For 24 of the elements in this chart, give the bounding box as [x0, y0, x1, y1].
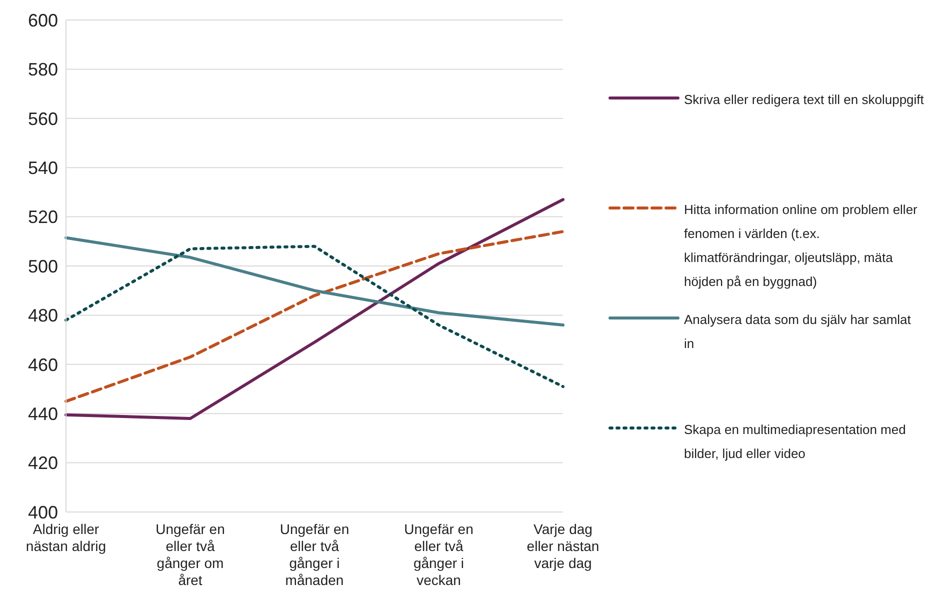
y-tick-label: 420 [28, 453, 58, 474]
y-tick-label: 480 [28, 306, 58, 326]
y-tick-label: 500 [28, 256, 58, 276]
y-tick-label: 460 [28, 354, 58, 375]
y-tick-label: 540 [28, 158, 58, 178]
line-series [64, 244, 564, 388]
text: Skapa en multimediapresentation med bilder, ljud eller video [684, 421, 907, 463]
y-tick-label: 440 [28, 404, 58, 424]
text: Skriva eller redigera text till en skoluppgift [684, 91, 924, 109]
x-tick-label: Ungefär en eller två gånger om året [156, 521, 225, 588]
text: Analysera data som du själv har samlat in [684, 311, 912, 353]
x-tick-label: Varje dag eller nästan varje dag [526, 521, 600, 571]
line-series [64, 230, 564, 403]
y-tick-label: 600 [28, 10, 58, 30]
line-series [64, 198, 564, 420]
line-series [64, 236, 564, 327]
y-tick-label: 400 [28, 502, 58, 522]
x-tick-label: Ungefär en eller två gånger i veckan [404, 521, 474, 588]
text: Hitta information online om problem eller fenomen i världen (t.ex. klimatförändringar, oljeutsläpp, mäta höjden på en byggnad) [684, 201, 918, 291]
y-tick-label: 580 [28, 60, 58, 80]
x-tick-label: Aldrig eller nästan aldrig [26, 521, 106, 554]
x-tick-label: Ungefär en eller två gånger i månaden [280, 521, 350, 588]
y-tick-label: 560 [28, 108, 58, 129]
y-tick-label: 520 [28, 207, 58, 228]
